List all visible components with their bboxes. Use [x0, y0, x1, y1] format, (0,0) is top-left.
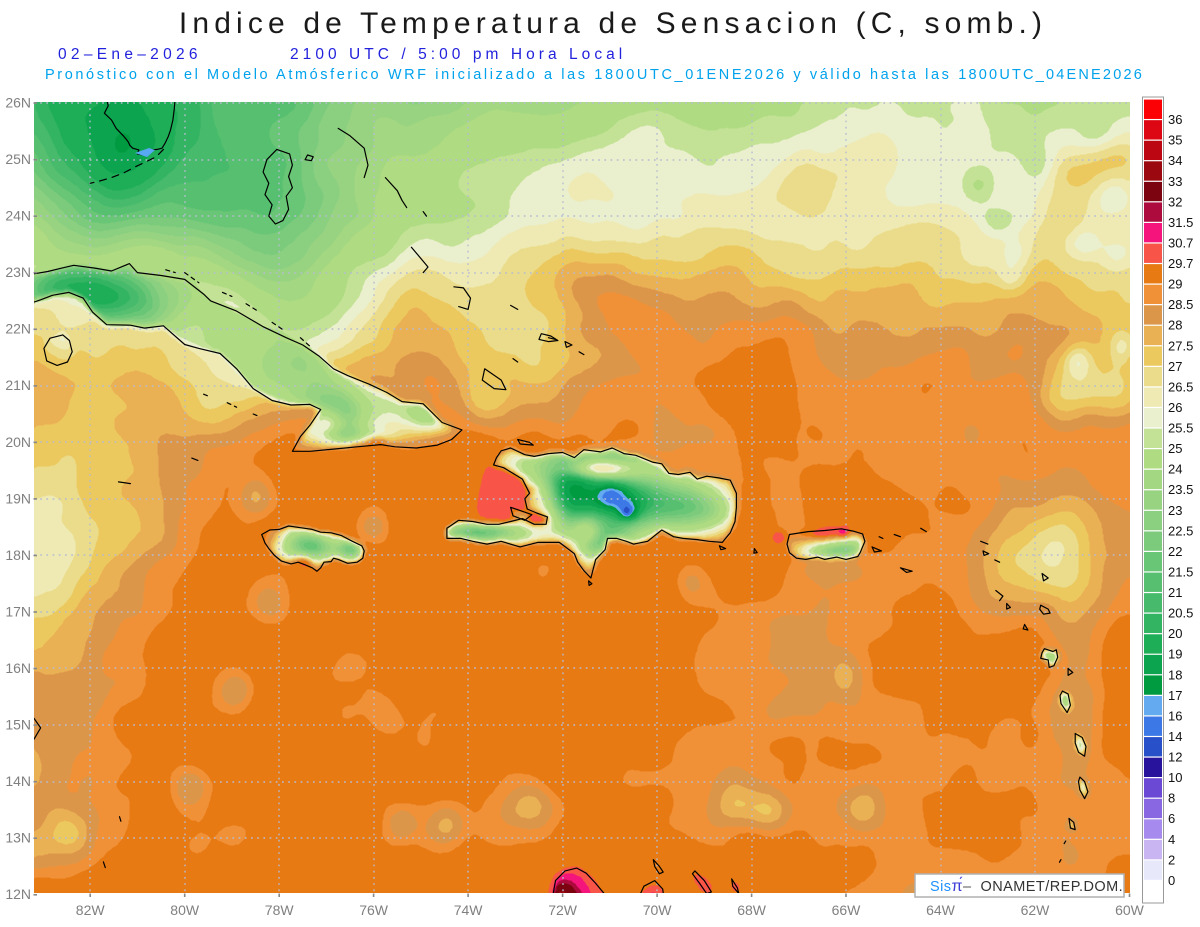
svg-text:23N: 23N: [5, 264, 31, 280]
svg-text:26.5: 26.5: [1168, 379, 1193, 394]
svg-text:29: 29: [1168, 277, 1182, 292]
svg-text:74W: 74W: [454, 902, 484, 918]
svg-text:18: 18: [1168, 667, 1182, 682]
svg-text:24N: 24N: [5, 208, 31, 224]
svg-text:14N: 14N: [5, 773, 31, 789]
svg-text:25N: 25N: [5, 151, 31, 167]
svg-text:82W: 82W: [76, 902, 106, 918]
svg-text:22N: 22N: [5, 321, 31, 337]
svg-text:14: 14: [1168, 729, 1182, 744]
svg-text:33: 33: [1168, 174, 1182, 189]
svg-text:26: 26: [1168, 400, 1182, 415]
svg-text:28.5: 28.5: [1168, 297, 1193, 312]
svg-text:10: 10: [1168, 770, 1182, 785]
svg-text:19: 19: [1168, 647, 1182, 662]
svg-text:2100 UTC / 5:00 pm Hora Local: 2100 UTC / 5:00 pm Hora Local: [290, 46, 626, 63]
svg-text:78W: 78W: [265, 902, 295, 918]
svg-text:22: 22: [1168, 544, 1182, 559]
svg-text:13N: 13N: [5, 830, 31, 846]
svg-text:26N: 26N: [5, 95, 31, 111]
svg-text:20.5: 20.5: [1168, 606, 1193, 621]
svg-text:27: 27: [1168, 359, 1182, 374]
svg-text:Pronóstico con el Modelo Atmós: Pronóstico con el Modelo Atmósferico WRF…: [45, 67, 951, 83]
svg-text:62W: 62W: [1021, 902, 1051, 918]
svg-text:21: 21: [1168, 585, 1182, 600]
svg-text:20N: 20N: [5, 434, 31, 450]
svg-text:16N: 16N: [5, 660, 31, 676]
svg-text:80W: 80W: [170, 902, 200, 918]
svg-text:17: 17: [1168, 688, 1182, 703]
svg-text:28: 28: [1168, 318, 1182, 333]
svg-text:32: 32: [1168, 194, 1182, 209]
svg-text:70W: 70W: [643, 902, 673, 918]
svg-text:29.7: 29.7: [1168, 256, 1193, 271]
svg-text:4: 4: [1168, 832, 1175, 847]
svg-text:21N: 21N: [5, 377, 31, 393]
svg-text:24: 24: [1168, 462, 1182, 477]
svg-text:6: 6: [1168, 811, 1175, 826]
svg-text:23: 23: [1168, 503, 1182, 518]
svg-text:0: 0: [1168, 873, 1175, 888]
svg-text:15N: 15N: [5, 717, 31, 733]
svg-text:25: 25: [1168, 441, 1182, 456]
svg-text:20: 20: [1168, 626, 1182, 641]
svg-text:22.5: 22.5: [1168, 523, 1193, 538]
svg-text:2: 2: [1168, 852, 1175, 867]
svg-text:18N: 18N: [5, 547, 31, 563]
svg-text:31.5: 31.5: [1168, 215, 1193, 230]
svg-text:76W: 76W: [359, 902, 389, 918]
svg-text:12: 12: [1168, 750, 1182, 765]
svg-text:1800UTC_04ENE2026: 1800UTC_04ENE2026: [958, 67, 1144, 83]
svg-text:19N: 19N: [5, 490, 31, 506]
svg-text:72W: 72W: [548, 902, 578, 918]
svg-text:30.7: 30.7: [1168, 235, 1193, 250]
svg-text:23.5: 23.5: [1168, 482, 1193, 497]
svg-text:17N: 17N: [5, 604, 31, 620]
svg-text:8: 8: [1168, 791, 1175, 806]
svg-text:25.5: 25.5: [1168, 421, 1193, 436]
svg-text:64W: 64W: [926, 902, 956, 918]
svg-text:16: 16: [1168, 708, 1182, 723]
svg-text:21.5: 21.5: [1168, 565, 1193, 580]
svg-text:27.5: 27.5: [1168, 338, 1193, 353]
svg-text:12N: 12N: [5, 886, 31, 902]
svg-text:Sisπ́– ONAMET/REP.DOM.: Sisπ́– ONAMET/REP.DOM.: [930, 875, 1123, 895]
svg-text:66W: 66W: [832, 902, 862, 918]
svg-text:60W: 60W: [1115, 902, 1145, 918]
svg-text:68W: 68W: [737, 902, 767, 918]
svg-text:35: 35: [1168, 133, 1182, 148]
svg-text:34: 34: [1168, 153, 1182, 168]
svg-text:02–Ene–2026: 02–Ene–2026: [58, 46, 202, 63]
svg-text:36: 36: [1168, 112, 1182, 127]
svg-text:Indice de Temperatura de Sensa: Indice de Temperatura de Sensacion (C, s…: [179, 7, 1047, 40]
